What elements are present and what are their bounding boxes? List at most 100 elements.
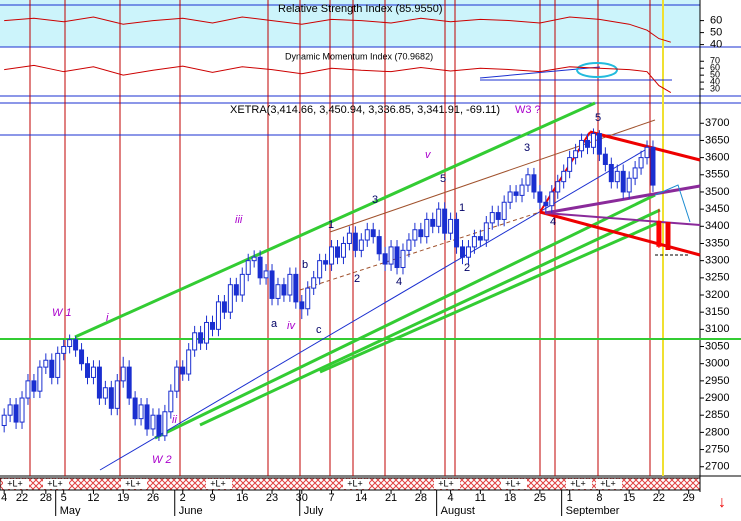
- y-tick-label: 3150: [705, 306, 729, 318]
- candle-body: [614, 170, 620, 183]
- candle-body: [352, 232, 358, 251]
- wave-label: b: [302, 259, 308, 271]
- wave-label: 4: [550, 216, 556, 228]
- candle-body: [25, 380, 31, 399]
- wave-label: 3: [524, 142, 530, 154]
- candle-body: [579, 139, 585, 152]
- candle-body: [162, 411, 168, 437]
- y-tick-label: 3050: [705, 340, 729, 352]
- candle-body: [448, 218, 454, 234]
- candle-body: [382, 253, 388, 265]
- wave-label: ii: [172, 414, 177, 426]
- month-label: August: [441, 505, 475, 516]
- candle-body: [477, 236, 483, 241]
- candle-body: [114, 380, 120, 409]
- candle-body: [501, 201, 507, 220]
- wave-label: 3: [372, 194, 378, 206]
- candle-body: [495, 212, 501, 220]
- indicator-line: [4, 16, 671, 43]
- candle-body: [418, 229, 424, 238]
- candle-body: [156, 414, 162, 437]
- indicator-tick-label: 70: [710, 56, 720, 66]
- candle-body: [329, 246, 335, 265]
- band-label: +L+: [210, 478, 226, 488]
- month-label: June: [179, 505, 203, 516]
- band-cell: [343, 479, 369, 489]
- y-tick-label: 3000: [705, 358, 729, 370]
- band-cell: [121, 479, 147, 489]
- y-tick-label: 3550: [705, 169, 729, 181]
- candle-body: [275, 284, 281, 299]
- candle-body: [358, 239, 364, 251]
- x-tick-label: 4: [448, 492, 454, 504]
- candle-body: [323, 260, 329, 265]
- wave-label: 5: [595, 112, 601, 124]
- candle-body: [7, 404, 13, 416]
- candle-body: [602, 153, 608, 165]
- candle-body: [543, 201, 549, 207]
- y-tick-label: 2700: [705, 461, 729, 473]
- x-tick-label: 11: [475, 492, 486, 504]
- candle-body: [436, 208, 442, 227]
- x-tick-label: 28: [40, 492, 52, 504]
- x-tick-label: 4: [1, 492, 7, 504]
- candle-body: [1, 414, 7, 427]
- candle-body: [507, 191, 513, 203]
- candle-body: [198, 332, 204, 344]
- indicator-tick-label: 50: [710, 70, 720, 80]
- band-cell: [566, 479, 592, 489]
- candle-body: [96, 366, 102, 399]
- candle-body: [644, 146, 650, 159]
- month-label: September: [566, 505, 620, 516]
- candle-body: [269, 270, 275, 299]
- candle-body: [67, 339, 73, 348]
- candle-body: [168, 390, 174, 413]
- candle-body: [19, 397, 25, 423]
- candle-body: [430, 218, 436, 227]
- candle-body: [31, 380, 37, 392]
- candle-body: [573, 150, 579, 159]
- x-tick-label: 30: [296, 492, 308, 504]
- y-tick-label: 3500: [705, 186, 729, 198]
- candle-body: [346, 232, 352, 244]
- candle-body: [227, 284, 233, 313]
- candle-body: [519, 184, 525, 196]
- x-tick-label: 28: [415, 492, 427, 504]
- candle-body: [305, 287, 311, 310]
- candle-body: [108, 387, 114, 409]
- band-label: +L+: [347, 478, 363, 488]
- band-cell: [43, 479, 69, 489]
- y-tick-label: 3650: [705, 134, 729, 146]
- x-tick-label: 26: [147, 492, 159, 504]
- band-cell: [501, 479, 527, 489]
- candle-body: [102, 387, 108, 399]
- wave-label: c: [316, 324, 322, 336]
- candle-body: [204, 321, 210, 344]
- candle-body: [299, 301, 305, 310]
- trend-line: [479, 66, 601, 79]
- indicator-line: [4, 64, 672, 93]
- candle-body: [55, 352, 61, 378]
- wave-label: iv: [287, 320, 296, 332]
- rsi-panel: [0, 0, 700, 47]
- indicator-tick-label: 40: [710, 39, 722, 51]
- candle-body: [180, 366, 186, 375]
- cycle-lines: [29, 0, 651, 476]
- candle-body: [632, 167, 638, 179]
- y-tick-label: 2850: [705, 409, 729, 421]
- candle-body: [400, 249, 406, 269]
- wave-label: 2: [464, 262, 470, 274]
- x-tick-label: 1: [567, 492, 573, 504]
- candle-body: [567, 157, 573, 172]
- candle-body: [245, 260, 251, 275]
- candle-body: [311, 277, 317, 289]
- down-arrow: ↓: [718, 494, 726, 511]
- candle-body: [460, 246, 465, 258]
- candle-body: [317, 260, 323, 279]
- wave-label: W 1: [52, 307, 72, 319]
- candle-body: [13, 404, 19, 423]
- y-tick-label: 3350: [705, 237, 729, 249]
- candle-body: [626, 177, 632, 193]
- candle-body: [442, 208, 448, 234]
